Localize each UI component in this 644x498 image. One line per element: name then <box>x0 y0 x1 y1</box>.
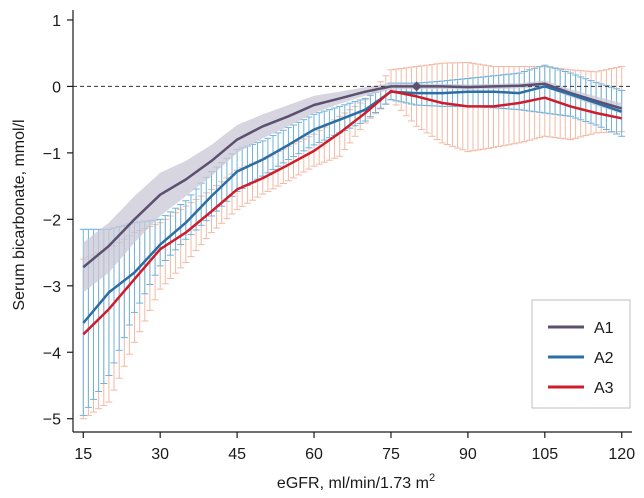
reference-point-marker <box>411 81 422 92</box>
legend-label-a3: A3 <box>594 380 614 397</box>
y-tick-label: −2 <box>43 212 61 229</box>
x-tick-label: 60 <box>305 446 323 463</box>
y-tick-label: −1 <box>43 146 61 163</box>
y-tick-label: −5 <box>43 412 61 429</box>
x-axis-title-text: eGFR, ml/min/1.73 m <box>277 475 429 492</box>
legend-label-a1: A1 <box>594 320 614 337</box>
series-lines <box>82 81 623 336</box>
confidence-intervals <box>79 62 626 420</box>
x-tick-label: 45 <box>228 446 246 463</box>
y-axis-title: Serum bicarbonate, mmol/l <box>11 119 28 310</box>
legend: A1 A2 A3 <box>531 299 631 409</box>
x-axis-title: eGFR, ml/min/1.73 m2 <box>277 472 435 492</box>
x-tick-label: 120 <box>608 446 635 463</box>
x-tick-label: 30 <box>151 446 169 463</box>
legend-box <box>531 299 631 409</box>
axes: 15 30 45 60 75 90 105 120 1 0 −1 −2 −3 −4 −5 <box>43 10 635 463</box>
x-tick-label: 15 <box>74 446 92 463</box>
ci-band-a1 <box>83 80 622 293</box>
x-tick-label: 90 <box>459 446 477 463</box>
y-tick-label: −3 <box>43 279 61 296</box>
series-line-a3 <box>82 89 622 336</box>
series-line-a1 <box>82 82 623 269</box>
x-tick-label: 75 <box>382 446 400 463</box>
x-axis-title-superscript: 2 <box>429 472 435 484</box>
svg-text:eGFR, ml/min/1.73 m2: eGFR, ml/min/1.73 m2 <box>277 472 435 492</box>
y-tick-label: 1 <box>52 13 61 30</box>
y-tick-label: 0 <box>52 79 61 96</box>
y-tick-label: −4 <box>43 345 61 362</box>
x-tick-label: 105 <box>531 446 558 463</box>
series-line-a2 <box>82 85 623 324</box>
legend-label-a2: A2 <box>594 350 614 367</box>
